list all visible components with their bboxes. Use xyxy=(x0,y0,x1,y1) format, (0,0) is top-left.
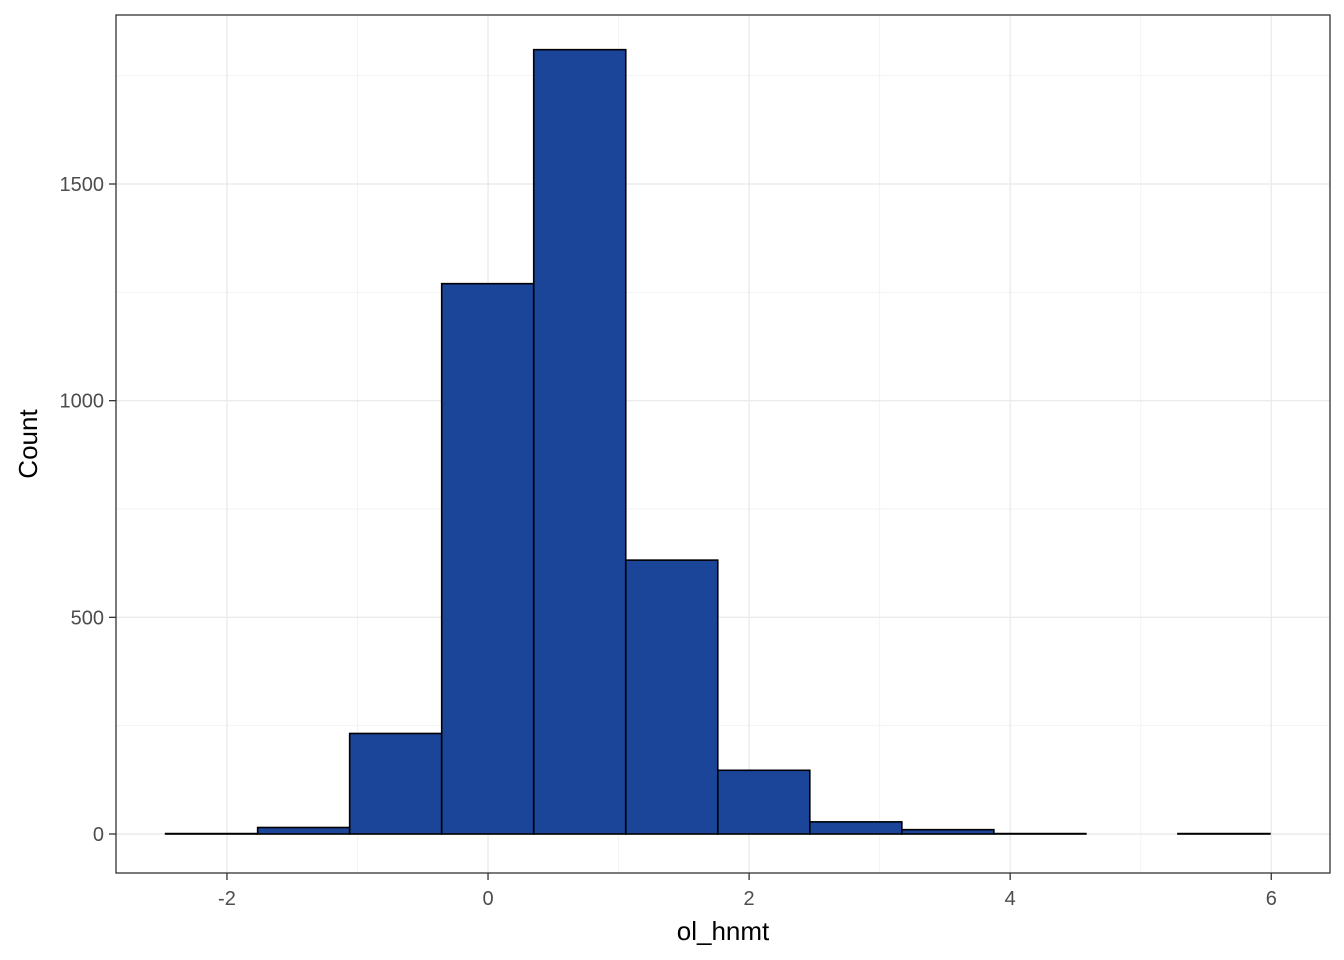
x-tick-label: 4 xyxy=(1005,888,1016,910)
x-tick-label: 2 xyxy=(744,888,755,910)
y-tick-label: 1000 xyxy=(60,391,105,413)
histogram-bar xyxy=(440,282,535,835)
y-tick-label: 0 xyxy=(93,824,104,846)
bars xyxy=(164,48,1271,835)
x-tick-label: 6 xyxy=(1266,888,1277,910)
x-tick-label: 0 xyxy=(482,888,493,910)
y-tick-label: 500 xyxy=(71,607,104,629)
histogram-bar xyxy=(716,769,811,835)
grid xyxy=(116,15,1330,873)
x-tick-label: -2 xyxy=(218,888,236,910)
x-axis-title: ol_hnmt xyxy=(677,916,770,946)
histogram-bar xyxy=(809,821,903,835)
histogram-bar xyxy=(901,828,995,835)
histogram-bar xyxy=(624,559,719,835)
y-axis-title: Count xyxy=(13,409,43,479)
histogram-bar xyxy=(348,732,443,835)
panel-border xyxy=(115,14,1331,874)
axes: -2 0 2 4 6 0 500 1000 1500 xyxy=(60,174,1277,910)
histogram-bar xyxy=(256,826,351,835)
histogram-bar xyxy=(532,48,627,835)
y-tick-label: 1500 xyxy=(60,174,105,196)
